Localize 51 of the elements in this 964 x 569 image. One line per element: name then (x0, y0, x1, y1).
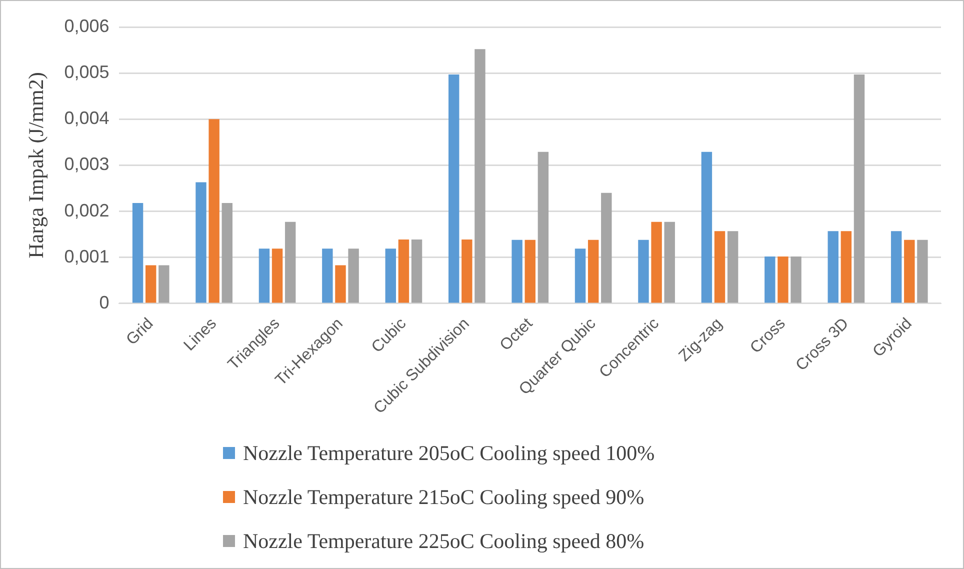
bar (462, 239, 472, 303)
y-tick-label: 0,003 (64, 154, 110, 174)
legend-label: Nozzle Temperature 215oC Cooling speed 90% (243, 484, 644, 510)
bar (828, 231, 838, 303)
bar (411, 239, 422, 303)
bar (398, 239, 410, 303)
bar (701, 152, 712, 303)
bar (145, 265, 156, 303)
bar (588, 240, 599, 303)
bar (385, 248, 396, 303)
bar (158, 265, 170, 303)
bar (524, 240, 536, 303)
bar (651, 222, 662, 303)
bar (664, 222, 675, 303)
bar (854, 74, 865, 303)
x-tick-label: Grid (123, 315, 157, 349)
bar (474, 49, 486, 303)
bar (284, 222, 296, 303)
bar (764, 256, 776, 303)
bar (890, 231, 902, 303)
bar (335, 265, 346, 303)
legend-label: Nozzle Temperature 205oC Cooling speed 100% (243, 440, 655, 466)
bar (917, 240, 928, 303)
bar (512, 240, 522, 303)
y-axis-title: Harga Impak (J/mm2) (24, 72, 48, 258)
bar (208, 119, 220, 303)
bar (196, 182, 206, 303)
bar (778, 256, 788, 303)
bar (790, 256, 802, 303)
bar (574, 248, 586, 303)
y-tick-label: 0,004 (64, 108, 110, 128)
legend-label: Nozzle Temperature 225oC Cooling speed 80% (243, 528, 644, 554)
bar (840, 231, 852, 303)
y-tick-label: 0,002 (64, 200, 110, 220)
bar (638, 240, 649, 303)
y-tick-label: 0,001 (64, 246, 110, 266)
bar (601, 192, 612, 303)
bar (258, 248, 270, 303)
bar (727, 231, 738, 303)
bar (322, 248, 333, 303)
bar (132, 203, 144, 303)
bar (714, 231, 726, 303)
bar (538, 152, 549, 303)
bar (222, 203, 232, 303)
bar (348, 248, 359, 303)
bar (904, 240, 915, 303)
y-tick-label: 0,006 (64, 16, 110, 36)
bar (448, 74, 460, 303)
y-tick-label: 0,005 (64, 62, 110, 82)
bar (272, 248, 283, 303)
y-tick-label: 0 (99, 292, 110, 312)
